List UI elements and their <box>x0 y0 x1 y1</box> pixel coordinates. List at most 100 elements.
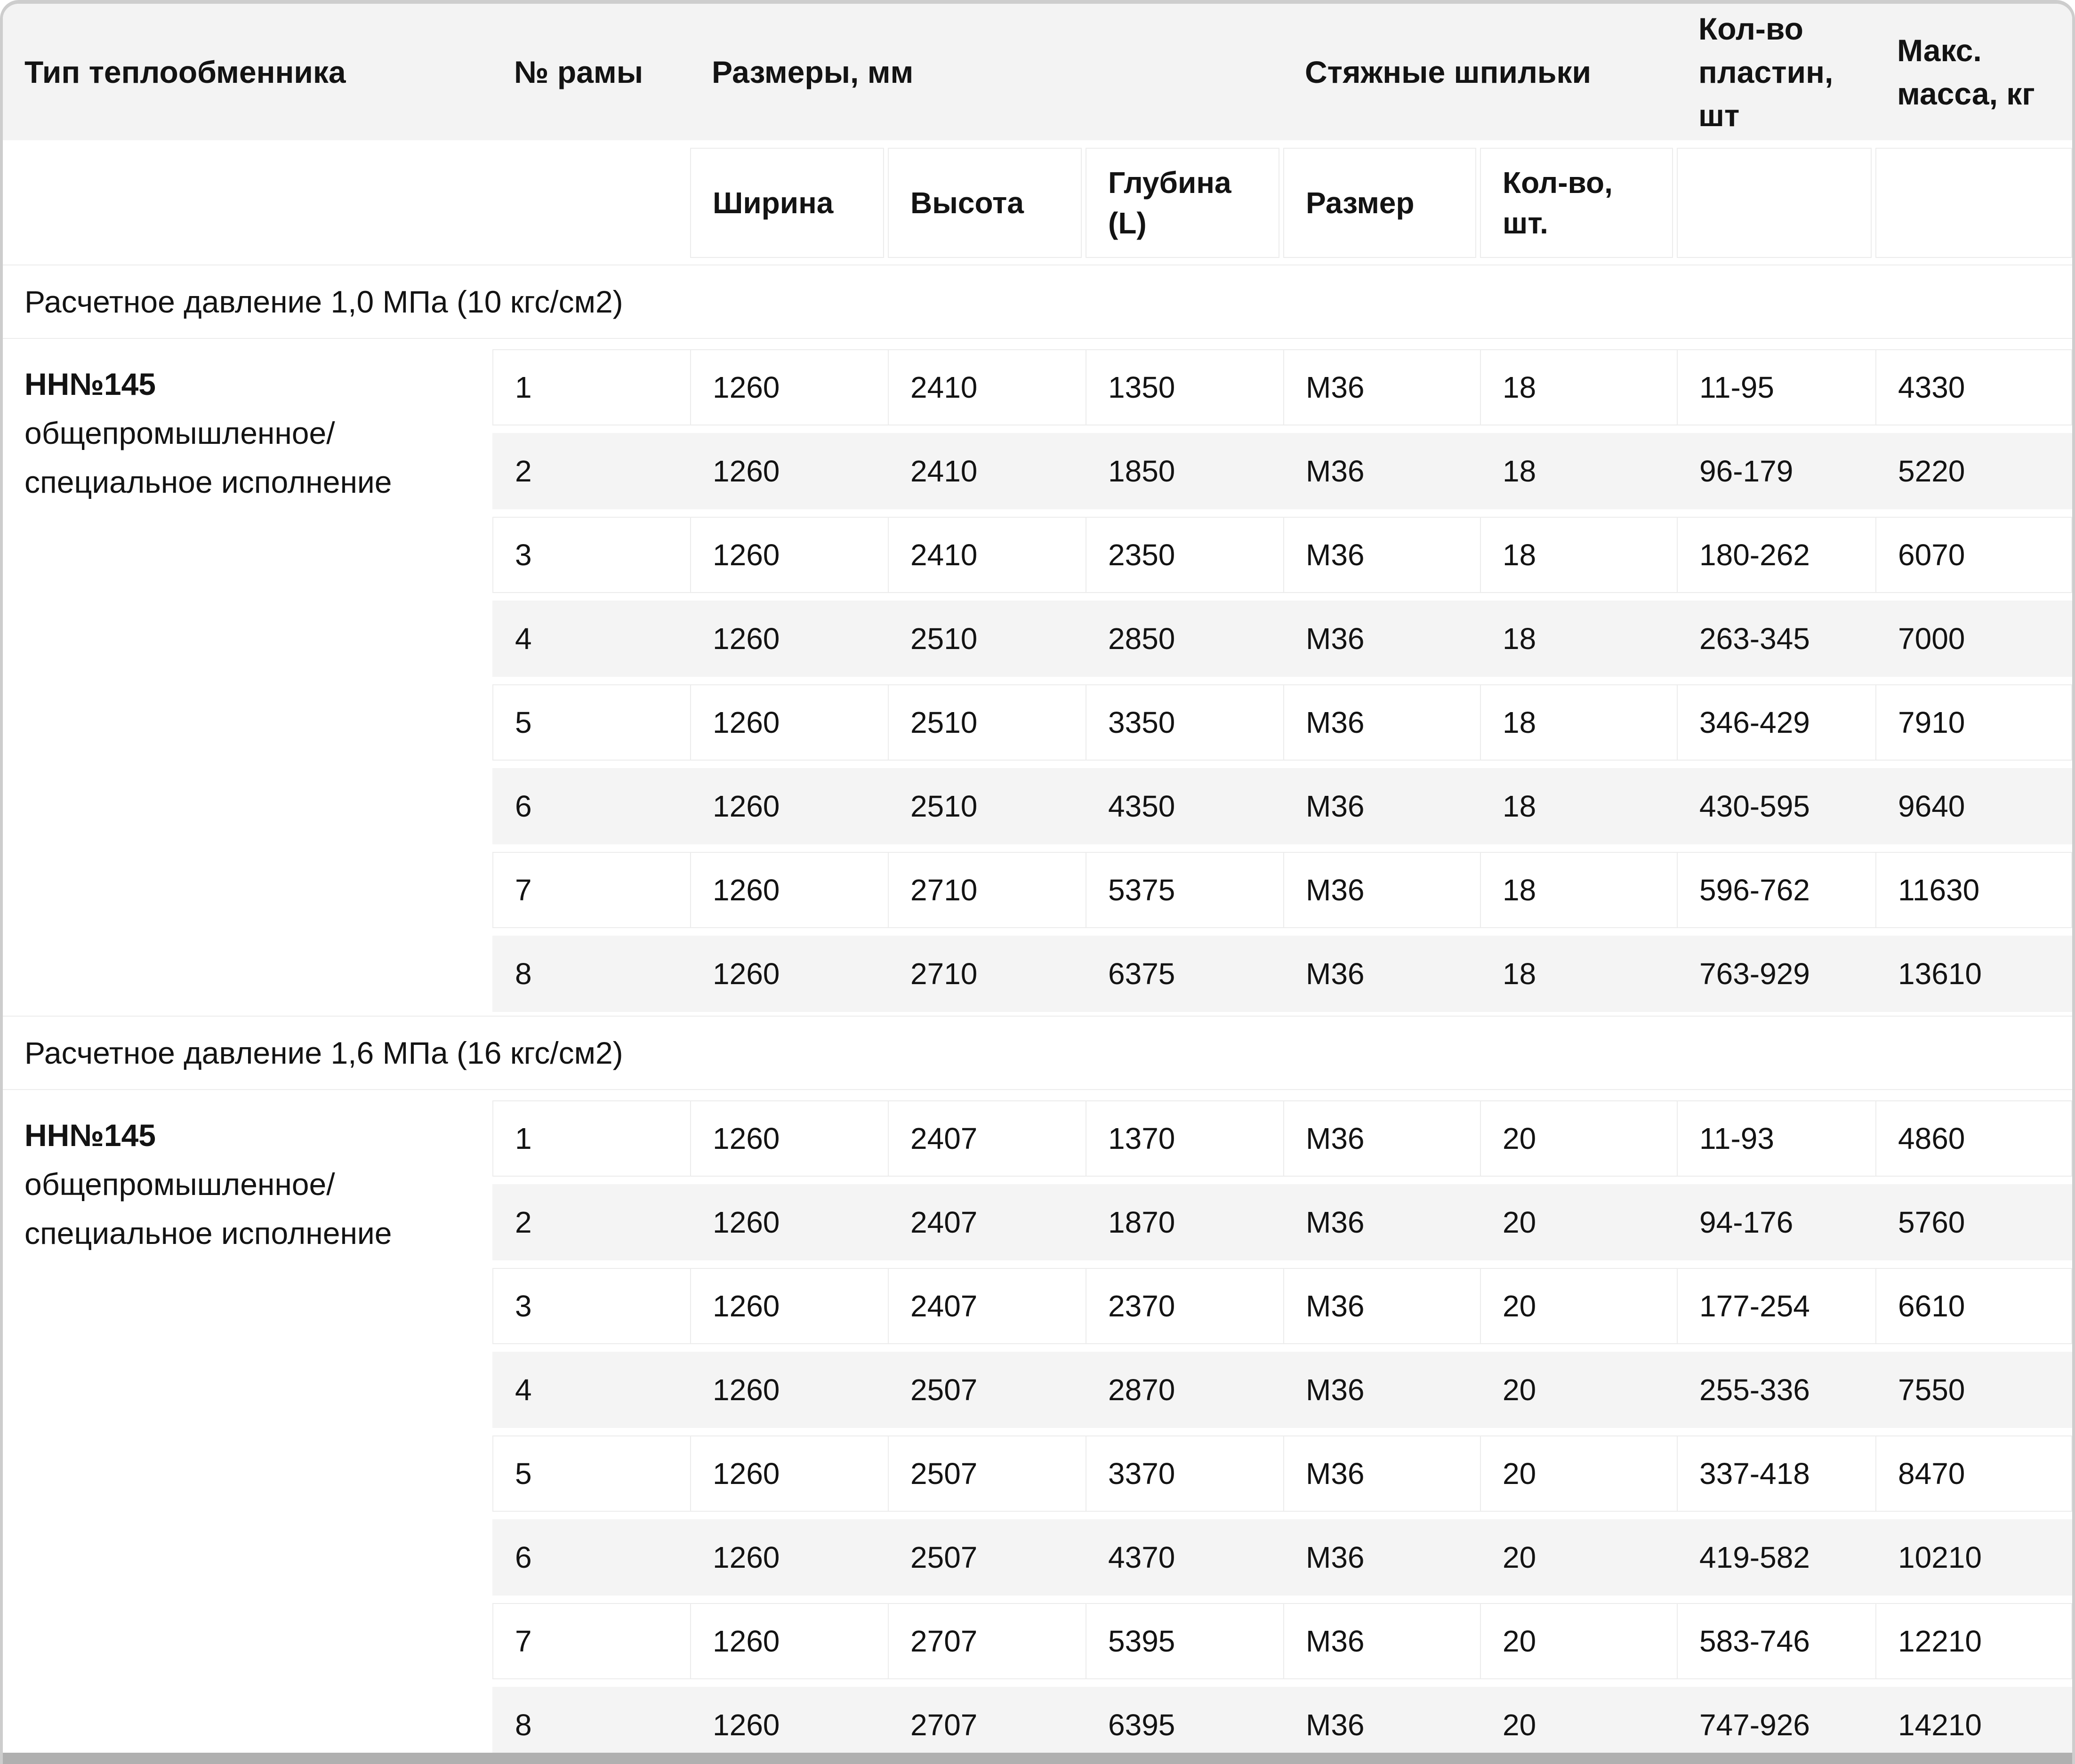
height-cell: 2410 <box>910 454 978 488</box>
width-cell: 1260 <box>691 1101 889 1176</box>
width-cell: 1260 <box>691 1269 889 1343</box>
depth-cell: 1850 <box>1108 454 1175 488</box>
stud-size-cell: М36 <box>1306 1205 1365 1239</box>
plates-range-cell: 419-582 <box>1699 1540 1810 1574</box>
plates-range-cell: 583-746 <box>1678 1604 1876 1678</box>
height-cell: 2407 <box>889 1269 1086 1343</box>
max-mass-cell: 12210 <box>1898 1624 1982 1658</box>
stud-count-cell: 20 <box>1503 1205 1536 1239</box>
max-mass-cell: 7550 <box>1898 1373 1965 1407</box>
frame-number-cell: 8 <box>515 1708 532 1742</box>
width-cell: 1260 <box>691 685 889 760</box>
plates-range-cell: 177-254 <box>1678 1269 1876 1343</box>
subcol-height: Высота <box>888 148 1082 258</box>
depth-cell: 5395 <box>1086 1604 1284 1678</box>
width-cell: 1260 <box>691 1436 889 1511</box>
frame-number-cell: 5 <box>493 1436 691 1511</box>
col-header-studs: Стяжные шпильки <box>1305 55 1592 89</box>
col-header-mass: Макс. масса, кг <box>1897 33 2035 111</box>
max-mass-cell: 14210 <box>1898 1708 1982 1742</box>
width-cell: 1260 <box>713 789 780 823</box>
table-row: 3 1260 2407 2370 М36 20 177-254 6610 <box>492 1268 2072 1344</box>
frame-number-cell: 7 <box>493 853 691 927</box>
exchanger-type-name: НН№145 <box>24 1118 156 1153</box>
stud-count-cell: 18 <box>1503 622 1536 656</box>
table-row: 6 1260 2507 4370 М36 20 419-582 10210 <box>492 1519 2072 1596</box>
depth-cell: 1370 <box>1086 1101 1284 1176</box>
frame-number-cell: 3 <box>493 518 691 592</box>
plates-range-cell: 180-262 <box>1678 518 1876 592</box>
width-cell: 1260 <box>713 1373 780 1407</box>
width-cell: 1260 <box>713 1205 780 1239</box>
frame-number-cell: 1 <box>493 350 691 425</box>
depth-cell: 1870 <box>1108 1205 1175 1239</box>
stud-size-cell: М36 <box>1284 350 1481 425</box>
exchanger-type-description: общепромышленное/ специальное исполнение <box>24 416 392 499</box>
depth-cell: 2350 <box>1086 518 1284 592</box>
frame-number-cell: 2 <box>515 454 532 488</box>
table-row: 8 1260 2710 6375 М36 18 763-929 13610 <box>492 936 2072 1012</box>
exchanger-type-cell: НН№145 общепромышленное/ специальное исп… <box>3 1090 492 1764</box>
height-cell: 2407 <box>910 1205 978 1239</box>
stud-size-cell: М36 <box>1284 853 1481 927</box>
bottom-edge-strip <box>3 1753 2072 1764</box>
max-mass-cell: 11630 <box>1898 873 1980 907</box>
table-row: 8 1260 2707 6395 М36 20 747-926 14210 <box>492 1687 2072 1763</box>
height-cell: 2410 <box>889 518 1086 592</box>
depth-cell: 2870 <box>1108 1373 1175 1407</box>
subcol-depth: Глубина (L) <box>1086 148 1279 258</box>
exchanger-type-name: НН№145 <box>24 367 156 401</box>
plates-range-cell: 11-93 <box>1678 1101 1876 1176</box>
section-body-pressure-10: НН№145 общепромышленное/ специальное исп… <box>3 339 2072 1016</box>
section-body-pressure-16: НН№145 общепромышленное/ специальное исп… <box>3 1090 2072 1764</box>
width-cell: 1260 <box>713 1540 780 1574</box>
stud-count-cell: 18 <box>1481 350 1678 425</box>
table-row: 4 1260 2507 2870 М36 20 255-336 7550 <box>492 1352 2072 1428</box>
stud-size-cell: М36 <box>1284 1436 1481 1511</box>
section-rows: 1 1260 2407 1370 М36 20 11-93 4860 2 1260 2407 1870… <box>492 1090 2072 1764</box>
stud-size-cell: М36 <box>1284 685 1481 760</box>
frame-number-cell: 5 <box>493 685 691 760</box>
depth-cell: 1350 <box>1086 350 1284 425</box>
plates-range-cell: 263-345 <box>1699 622 1810 656</box>
max-mass-cell: 9640 <box>1898 789 1965 823</box>
frame-number-cell: 6 <box>515 789 532 823</box>
max-mass-cell: 13610 <box>1898 957 1982 991</box>
section-rows: 1 1260 2410 1350 М36 18 11-95 4330 2 1260 2410 1850… <box>492 339 2072 1016</box>
stud-count-cell: 20 <box>1503 1708 1536 1742</box>
depth-cell: 6395 <box>1108 1708 1175 1742</box>
max-mass-cell: 7910 <box>1898 706 1965 739</box>
plates-range-cell: 596-762 <box>1678 853 1876 927</box>
subcol-plates-empty <box>1677 148 1872 258</box>
height-cell: 2710 <box>910 957 978 991</box>
stud-size-cell: М36 <box>1306 1373 1365 1407</box>
width-cell: 1260 <box>713 454 780 488</box>
table-row: 2 1260 2407 1870 М36 20 94-176 5760 <box>492 1184 2072 1260</box>
depth-cell: 2850 <box>1108 622 1175 656</box>
height-cell: 2510 <box>910 622 978 656</box>
width-cell: 1260 <box>691 350 889 425</box>
exchanger-type-cell: НН№145 общепромышленное/ специальное исп… <box>3 339 492 1016</box>
stud-count-cell: 20 <box>1503 1540 1536 1574</box>
plates-range-cell: 747-926 <box>1699 1708 1810 1742</box>
col-header-plates: Кол-во пластин, шт <box>1698 11 1834 133</box>
height-cell: 2510 <box>889 685 1086 760</box>
max-mass-cell: 6070 <box>1898 538 1965 572</box>
stud-count-cell: 18 <box>1503 454 1536 488</box>
width-cell: 1260 <box>713 957 780 991</box>
stud-size-cell: М36 <box>1284 1101 1481 1176</box>
subheader-spacer-type <box>3 148 492 258</box>
table-subheader-row: Ширина Высота Глубина (L) Размер Кол-во,… <box>3 140 2072 265</box>
height-cell: 2507 <box>910 1373 978 1407</box>
height-cell: 2507 <box>910 1540 978 1574</box>
table-row: 5 1260 2510 3350 М36 18 346-429 7910 <box>492 684 2072 761</box>
stud-count-cell: 20 <box>1481 1269 1678 1343</box>
max-mass-cell: 4330 <box>1898 370 1965 404</box>
height-cell: 2410 <box>889 350 1086 425</box>
table-row: 7 1260 2707 5395 М36 20 583-746 12210 <box>492 1603 2072 1679</box>
frame-number-cell: 4 <box>515 622 532 656</box>
plates-range-cell: 337-418 <box>1678 1436 1876 1511</box>
frame-number-cell: 1 <box>493 1101 691 1176</box>
table-row: 6 1260 2510 4350 М36 18 430-595 9640 <box>492 768 2072 844</box>
